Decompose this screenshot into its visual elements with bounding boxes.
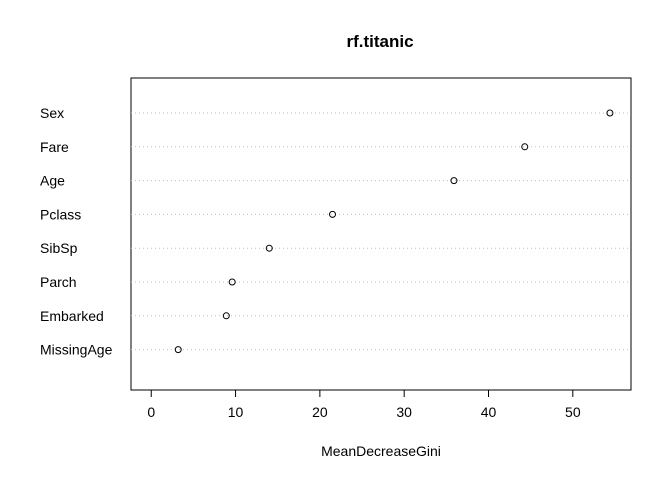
x-tick-label: 40 — [481, 404, 497, 420]
data-point — [450, 177, 458, 185]
category-labels: Sex Fare Age Pclass SibSp Parch Embarked Missin… — [40, 105, 113, 358]
category-label: Pclass — [40, 206, 81, 222]
category-label: Fare — [40, 139, 69, 155]
plot-frame — [130, 77, 632, 391]
category-label: Age — [40, 173, 65, 189]
x-axis-label: MeanDecreaseGini — [321, 443, 441, 459]
category-label: Parch — [40, 274, 77, 290]
x-tick-label: 30 — [396, 404, 412, 420]
x-tick-label: 10 — [228, 404, 244, 420]
category-label: Embarked — [40, 308, 104, 324]
data-point — [521, 143, 529, 151]
data-point — [329, 210, 337, 218]
data-point — [222, 312, 230, 320]
x-tick-label: 0 — [147, 404, 155, 420]
category-label: SibSp — [40, 240, 78, 256]
x-tick-label: 20 — [312, 404, 328, 420]
x-axis: 0 10 20 30 40 50 — [147, 389, 581, 420]
data-points — [174, 109, 614, 354]
category-label: Sex — [40, 105, 64, 121]
data-point — [174, 346, 182, 354]
x-tick-label: 50 — [565, 404, 581, 420]
category-label: MissingAge — [40, 342, 113, 358]
data-point — [606, 109, 614, 117]
data-point — [265, 244, 273, 252]
data-point — [228, 278, 236, 286]
grid-lines — [131, 112, 631, 351]
chart-title: rf.titanic — [346, 32, 413, 51]
